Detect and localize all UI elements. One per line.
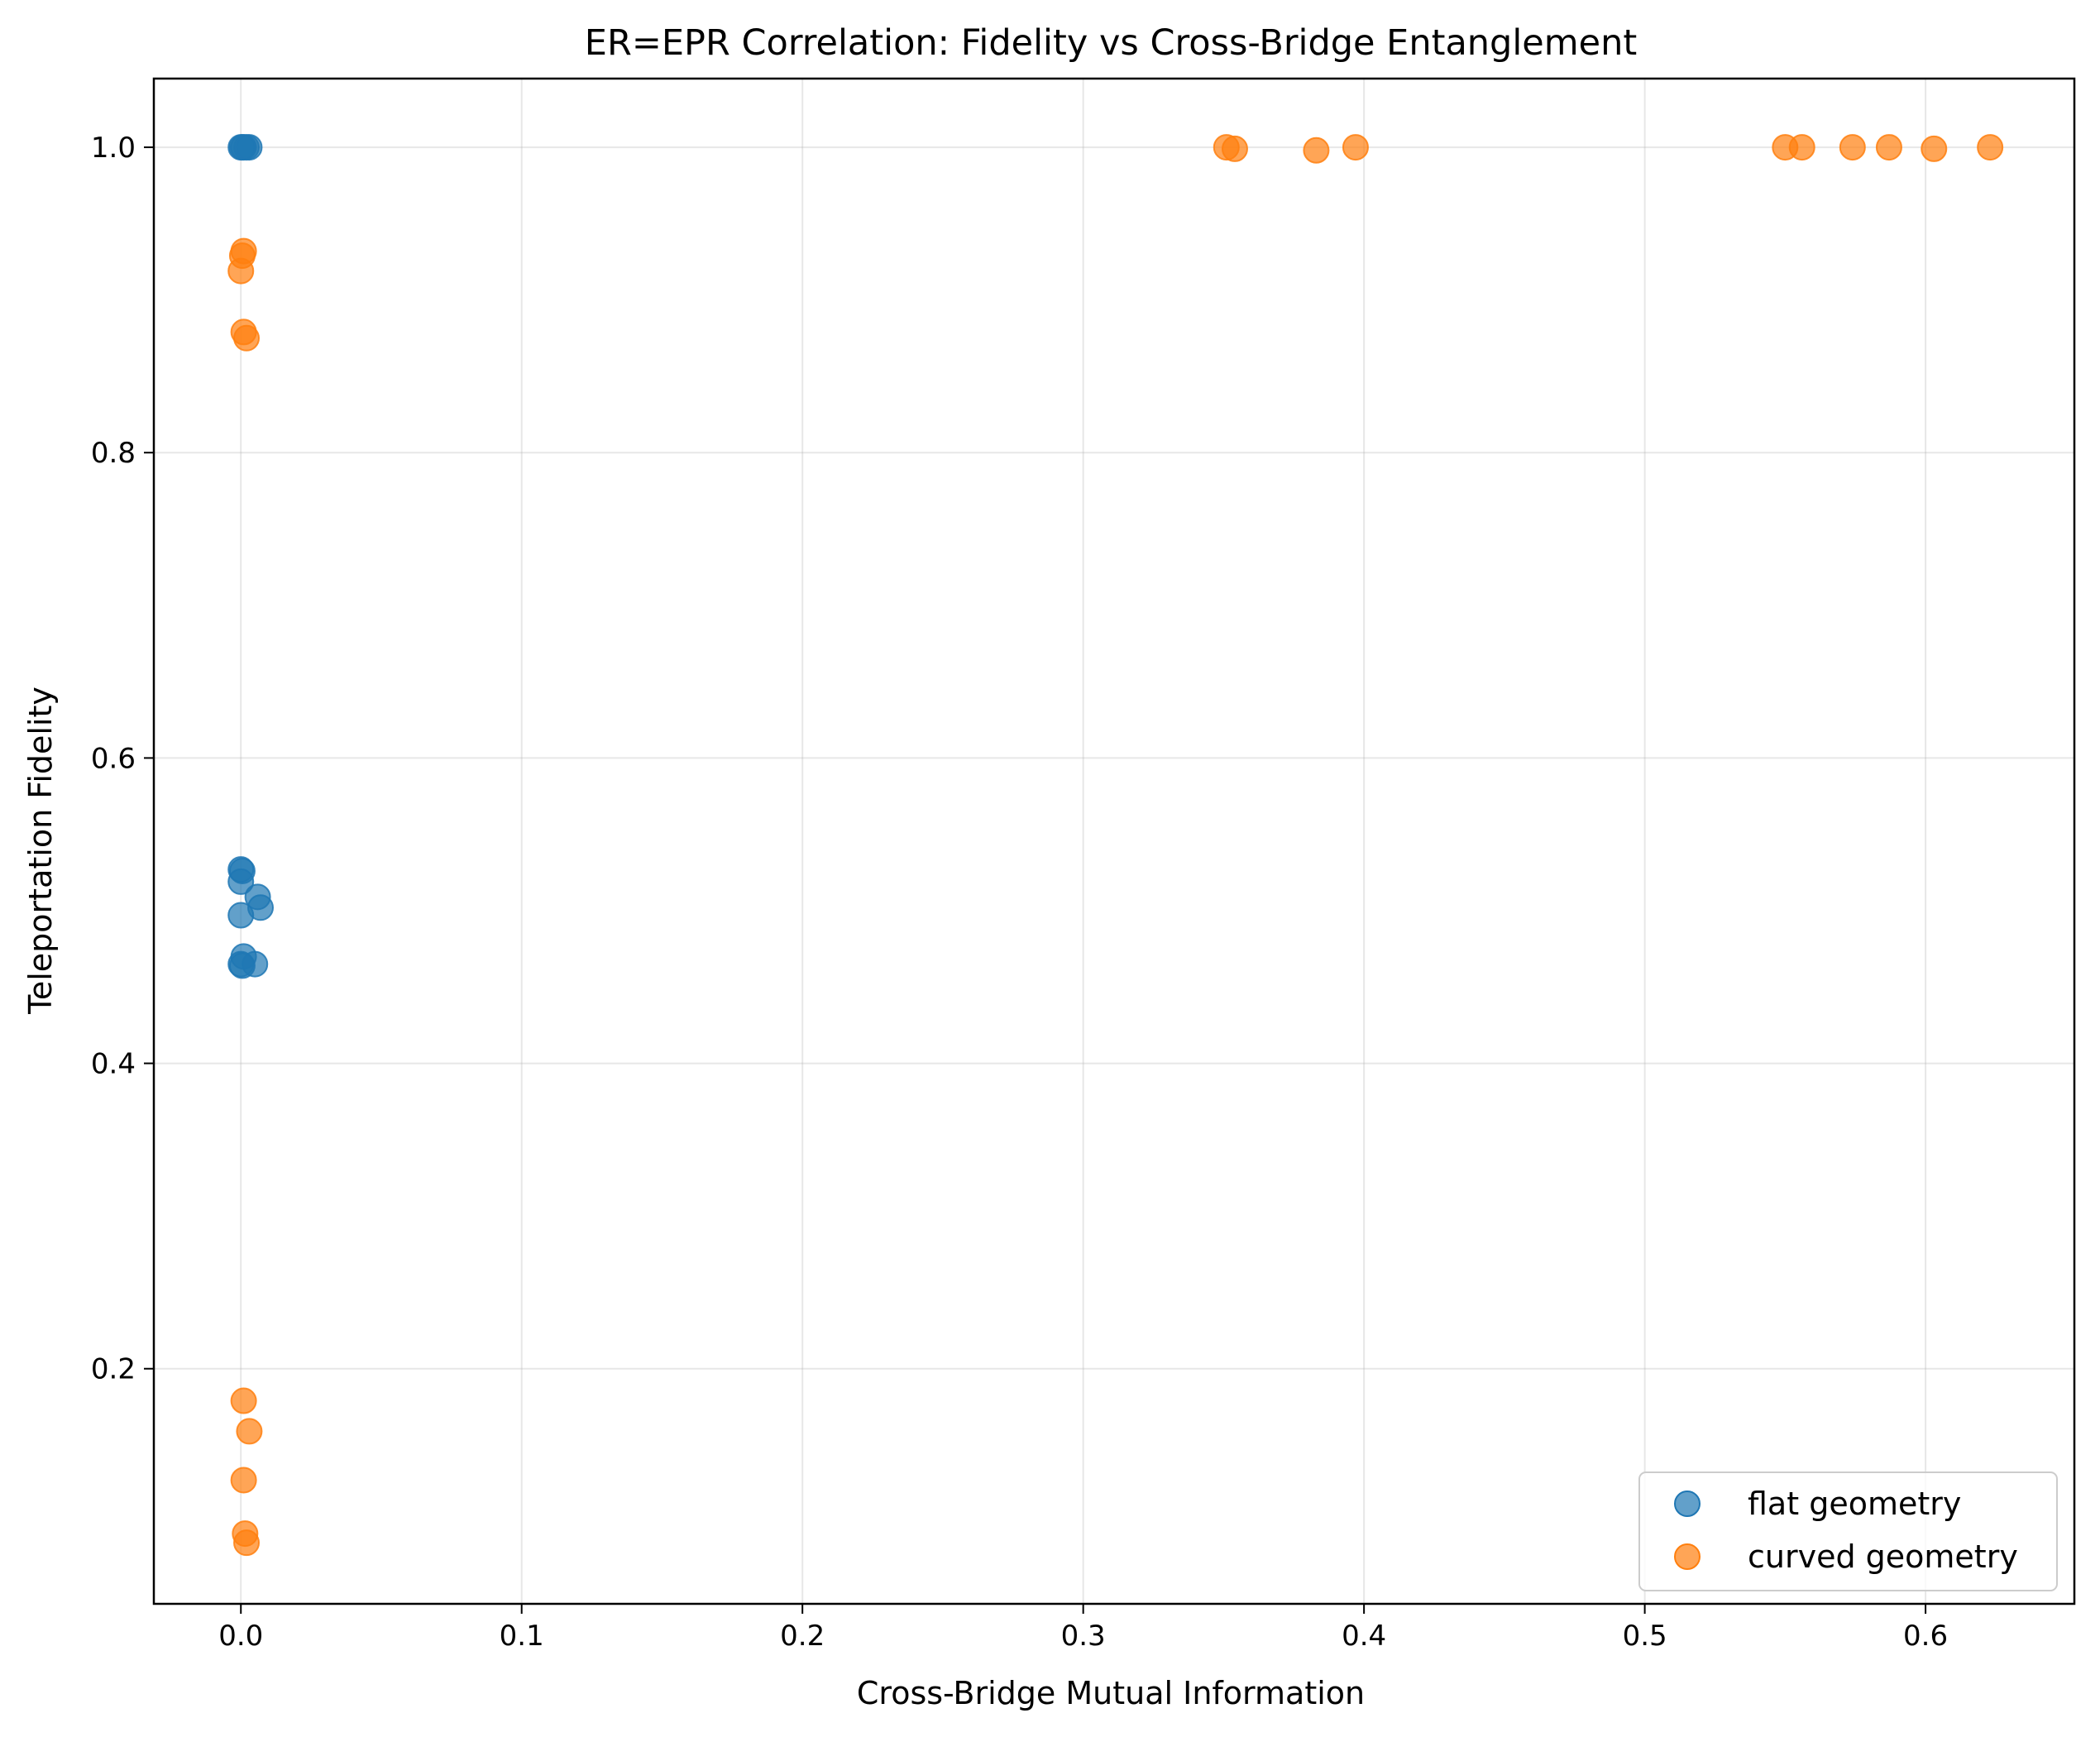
legend-marker-curved bbox=[1674, 1543, 1701, 1570]
data-point bbox=[1303, 136, 1330, 164]
legend-box bbox=[1638, 1471, 2058, 1591]
data-point bbox=[1342, 134, 1369, 161]
series-1 bbox=[227, 134, 2004, 1557]
x-tick-label: 0.6 bbox=[1903, 1620, 1948, 1653]
legend-label-flat: flat geometry bbox=[1748, 1486, 1961, 1522]
data-point bbox=[233, 324, 261, 352]
data-point bbox=[1839, 134, 1866, 161]
y-tick-label: 0.4 bbox=[91, 1048, 136, 1081]
plot-frame bbox=[152, 77, 2076, 1605]
data-point bbox=[227, 902, 255, 929]
x-axis-label: Cross-Bridge Mutual Information bbox=[857, 1675, 1365, 1711]
chart-title: ER=EPR Correlation: Fidelity vs Cross-Br… bbox=[585, 22, 1637, 64]
data-point bbox=[236, 1418, 263, 1445]
data-point bbox=[228, 134, 256, 161]
x-tick-label: 0.4 bbox=[1342, 1620, 1386, 1653]
y-tick-label: 0.2 bbox=[91, 1353, 136, 1386]
y-tick-label: 0.8 bbox=[91, 437, 136, 470]
x-tick-label: 0.0 bbox=[218, 1620, 263, 1653]
grid-lines bbox=[154, 79, 2074, 1604]
x-tick-label: 0.2 bbox=[780, 1620, 825, 1653]
data-point bbox=[233, 1529, 261, 1557]
x-axis-ticks: 0.0 0.1 0.2 0.3 0.4 0.5 0.6 bbox=[218, 1604, 1948, 1653]
data-points bbox=[227, 134, 2004, 1557]
data-point bbox=[1875, 134, 1902, 161]
data-point bbox=[230, 1467, 257, 1494]
data-point bbox=[227, 868, 255, 895]
data-point bbox=[227, 257, 255, 285]
data-point bbox=[1221, 135, 1248, 162]
y-tick-label: 0.6 bbox=[91, 742, 136, 775]
data-point bbox=[228, 952, 256, 979]
data-point bbox=[1977, 134, 2004, 161]
y-tick-label: 1.0 bbox=[91, 132, 136, 165]
legend-label-curved: curved geometry bbox=[1748, 1538, 2018, 1575]
data-point bbox=[1921, 135, 1948, 162]
series-0 bbox=[227, 134, 274, 979]
y-axis-label: Teleportation Fidelity bbox=[22, 687, 59, 1015]
legend-marker-flat bbox=[1674, 1491, 1701, 1517]
data-point bbox=[230, 1387, 257, 1414]
x-tick-label: 0.1 bbox=[500, 1620, 544, 1653]
x-tick-label: 0.3 bbox=[1061, 1620, 1106, 1653]
x-tick-label: 0.5 bbox=[1623, 1620, 1667, 1653]
y-axis-ticks: 0.2 0.4 0.6 0.8 1.0 bbox=[91, 132, 154, 1386]
legend: flat geometry curved geometry bbox=[1638, 1471, 2058, 1591]
data-point bbox=[1788, 134, 1815, 161]
